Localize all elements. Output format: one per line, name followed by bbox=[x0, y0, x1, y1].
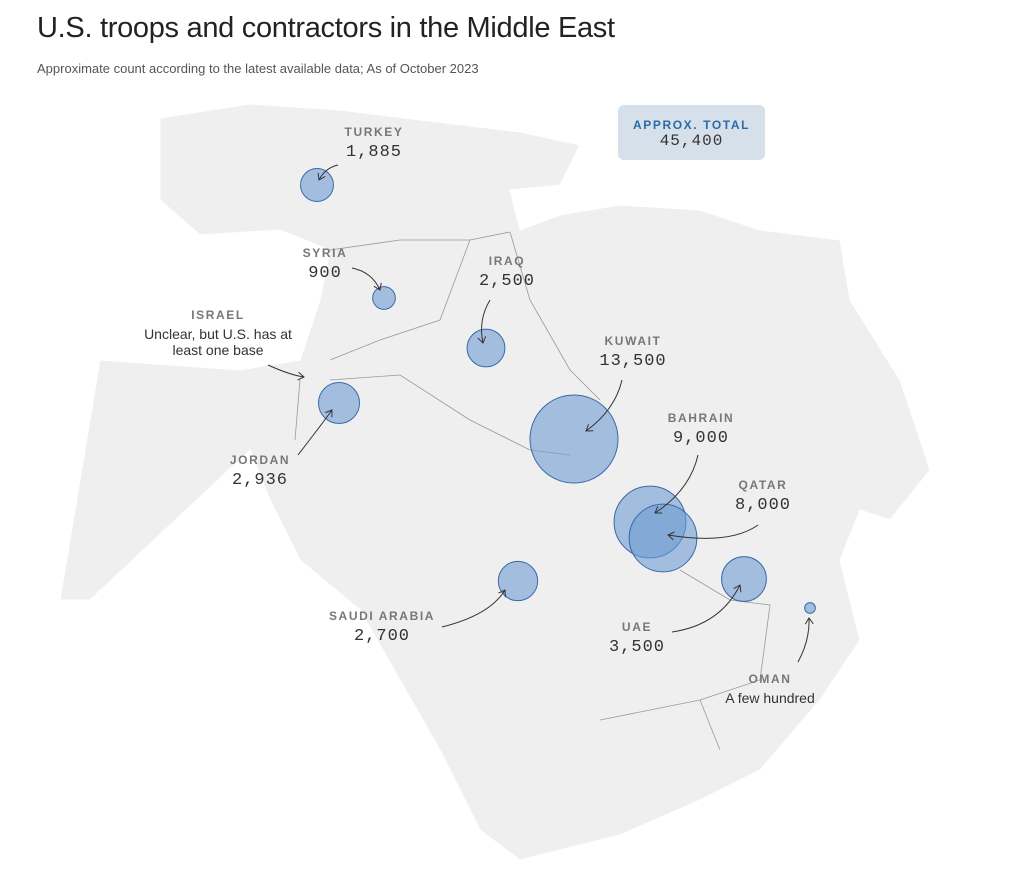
value-label: 9,000 bbox=[672, 429, 730, 448]
value-label: 3,500 bbox=[608, 638, 666, 657]
arrow-head bbox=[373, 282, 382, 291]
value-label: A few hundred bbox=[725, 690, 815, 706]
location-name: OMAN bbox=[748, 672, 792, 686]
border bbox=[294, 379, 301, 441]
arrow bbox=[481, 299, 491, 344]
total-value: 45,400 bbox=[659, 132, 724, 150]
border bbox=[509, 231, 601, 401]
bubble bbox=[300, 168, 334, 202]
value-label: 13,500 bbox=[599, 352, 667, 371]
arrow bbox=[585, 379, 623, 432]
arrow-head bbox=[667, 531, 675, 541]
arrow bbox=[267, 364, 305, 378]
location-name: SAUDI ARABIA bbox=[328, 609, 436, 623]
arrow-head bbox=[654, 506, 663, 514]
arrow-head bbox=[325, 409, 333, 418]
arrow bbox=[654, 454, 699, 514]
bubble bbox=[529, 394, 619, 484]
bubble bbox=[466, 328, 506, 368]
location-name: KUWAIT bbox=[604, 334, 662, 348]
arrows bbox=[267, 164, 814, 663]
arrow bbox=[667, 524, 759, 539]
arrow-head bbox=[804, 617, 814, 625]
subtitle: Approximate count according to the lates… bbox=[37, 61, 479, 76]
location-name: ISRAEL bbox=[191, 308, 245, 322]
bubble bbox=[372, 286, 396, 310]
title: U.S. troops and contractors in the Middl… bbox=[37, 12, 615, 44]
location-name: QATAR bbox=[738, 478, 788, 492]
total-label: APPROX. TOTAL bbox=[632, 118, 751, 132]
location-name: JORDAN bbox=[229, 453, 291, 467]
arrow-head bbox=[317, 172, 326, 181]
land-mass bbox=[59, 103, 931, 861]
value-label: 1,885 bbox=[345, 143, 403, 162]
arrow-head bbox=[477, 336, 487, 344]
arrow-head bbox=[498, 589, 506, 598]
border bbox=[329, 231, 511, 251]
bubble bbox=[317, 381, 361, 425]
location-name: IRAQ bbox=[488, 254, 526, 268]
bubble bbox=[721, 556, 767, 602]
arrow bbox=[671, 584, 741, 633]
arrow bbox=[351, 267, 381, 291]
arrow-head bbox=[297, 371, 305, 381]
location-name: SYRIA bbox=[302, 246, 348, 260]
location-name: BAHRAIN bbox=[667, 411, 735, 425]
location-name: UAE bbox=[621, 620, 653, 634]
value-label: 2,500 bbox=[478, 272, 536, 291]
bubble bbox=[497, 560, 539, 602]
border bbox=[329, 239, 471, 361]
border bbox=[699, 699, 721, 751]
arrow-head bbox=[585, 424, 594, 432]
location-name: TURKEY bbox=[344, 125, 404, 139]
land bbox=[59, 103, 931, 861]
location-note: Unclear, but U.S. has at least one base bbox=[144, 326, 292, 358]
value-label: 2,700 bbox=[353, 627, 411, 646]
bubbles bbox=[300, 168, 816, 614]
arrow bbox=[297, 409, 333, 456]
total-box: APPROX. TOTAL 45,400 bbox=[618, 105, 765, 160]
arrow bbox=[797, 617, 810, 663]
bubble bbox=[804, 602, 816, 614]
arrow bbox=[441, 589, 506, 628]
arrow bbox=[318, 164, 339, 181]
arrow-head bbox=[733, 584, 742, 593]
value-label: 2,936 bbox=[231, 471, 289, 490]
border bbox=[599, 569, 771, 721]
bubble bbox=[628, 503, 698, 573]
value-label: 8,000 bbox=[734, 496, 792, 515]
value-label: 900 bbox=[308, 264, 342, 283]
